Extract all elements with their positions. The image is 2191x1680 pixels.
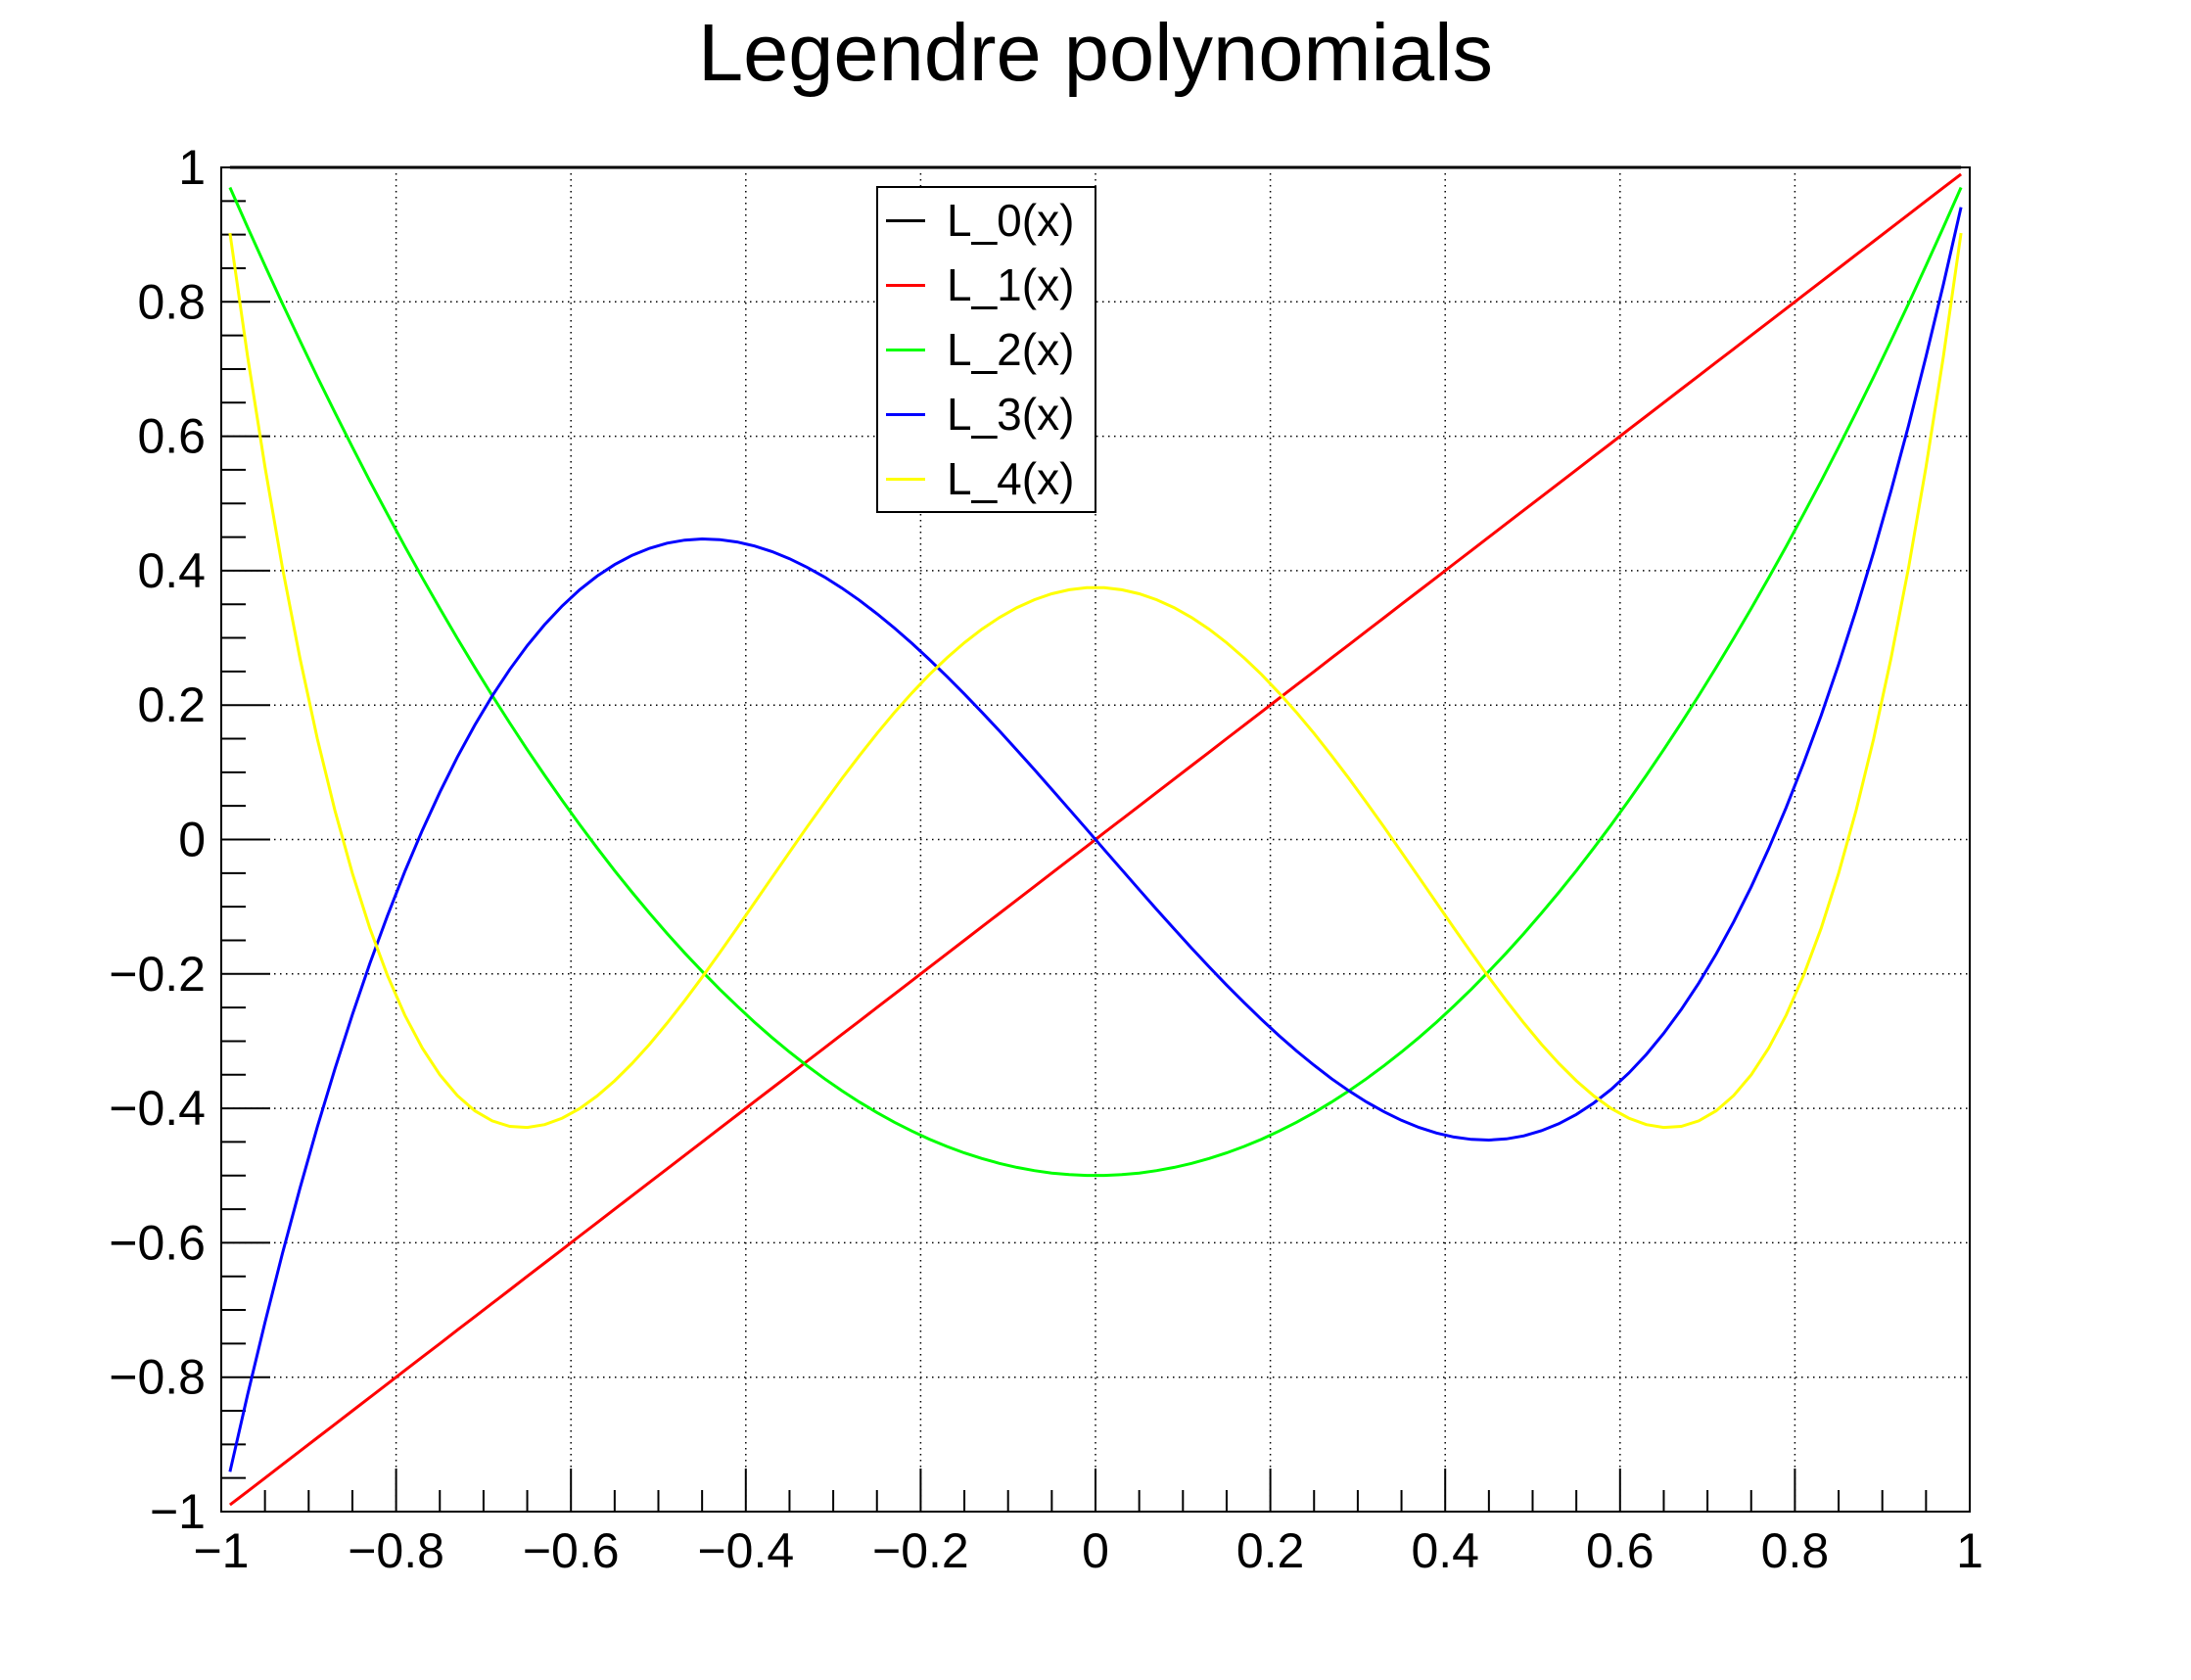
x-axis-label: −1 xyxy=(193,1523,249,1578)
legend-label: L_2(x) xyxy=(947,324,1075,375)
y-axis-label: −0.2 xyxy=(109,947,206,1002)
legend-item: L_0(x) xyxy=(878,188,1095,253)
legend-line-sample xyxy=(886,348,925,351)
y-axis-label: −0.6 xyxy=(109,1215,206,1270)
legend-label: L_1(x) xyxy=(947,259,1075,310)
y-axis-label: 0.2 xyxy=(137,677,206,732)
legend-line-sample xyxy=(886,283,925,287)
x-axis-label: 1 xyxy=(1956,1523,1983,1578)
x-axis-label: 0.6 xyxy=(1586,1523,1655,1578)
legend-label: L_3(x) xyxy=(947,389,1075,440)
legend-item: L_4(x) xyxy=(878,446,1095,511)
legend-item: L_3(x) xyxy=(878,382,1095,446)
x-axis-label: −0.6 xyxy=(523,1523,620,1578)
x-axis-label: 0.2 xyxy=(1236,1523,1305,1578)
legend: L_0(x) L_1(x) L_2(x) L_3(x) L_4(x) xyxy=(876,186,1096,513)
x-axis-label: −0.8 xyxy=(348,1523,444,1578)
y-axis-label: 0.8 xyxy=(137,274,206,329)
curve-L_4(x) xyxy=(228,232,1963,1130)
x-axis-label: −0.2 xyxy=(872,1523,969,1578)
legend-label: L_4(x) xyxy=(947,453,1075,504)
legend-item: L_1(x) xyxy=(878,253,1095,317)
y-axis-label: −1 xyxy=(150,1484,206,1539)
y-axis-label: −0.4 xyxy=(109,1081,206,1136)
x-axis-label: 0 xyxy=(1082,1523,1109,1578)
x-axis-label: −0.4 xyxy=(697,1523,794,1578)
y-axis-label: −0.8 xyxy=(109,1350,206,1405)
x-axis-label: 0.8 xyxy=(1761,1523,1830,1578)
y-axis-label: 0.4 xyxy=(137,543,206,598)
chart-title: Legendre polynomials xyxy=(697,7,1494,98)
curve-L_3(x) xyxy=(228,207,1963,1472)
y-axis-label: 1 xyxy=(178,140,206,195)
legend-line-sample xyxy=(886,477,925,481)
legend-line-sample xyxy=(886,412,925,416)
y-axis-label: 0.6 xyxy=(137,409,206,464)
legend-item: L_2(x) xyxy=(878,317,1095,382)
legend-label: L_0(x) xyxy=(947,195,1075,246)
legend-line-sample xyxy=(886,218,925,222)
y-axis-label: 0 xyxy=(178,813,206,867)
x-axis-label: 0.4 xyxy=(1411,1523,1479,1578)
curve-L_2(x) xyxy=(228,186,1963,1178)
